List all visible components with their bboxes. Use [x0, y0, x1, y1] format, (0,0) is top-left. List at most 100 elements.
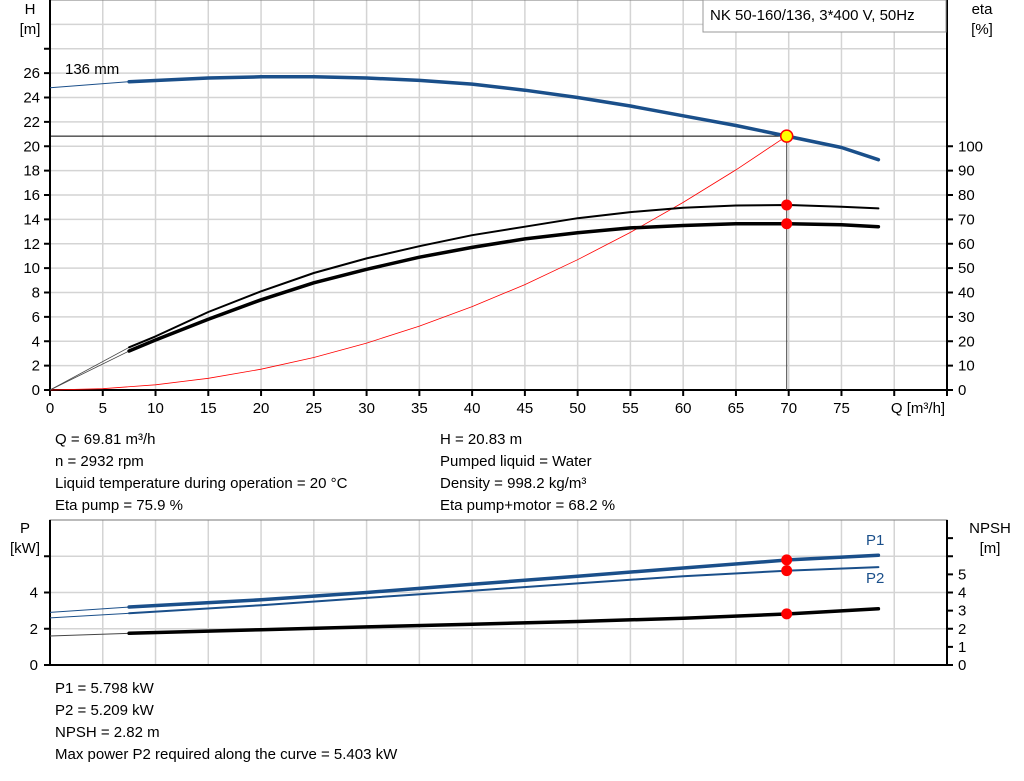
operating-point: [779, 129, 794, 143]
y-tick-label: 24: [23, 90, 40, 107]
y2-tick-label: 0: [958, 382, 966, 399]
info-temperature: Liquid temperature during operation = 20…: [55, 475, 348, 492]
info-top-left: Q = 69.81 m³/h n = 2932 rpm Liquid tempe…: [55, 429, 347, 517]
y2-tick-label: 30: [958, 309, 975, 326]
eta-pump-motor-curve: [127, 222, 881, 353]
x-tick-label: 25: [305, 400, 322, 417]
head-curve: [127, 75, 881, 162]
p2-curve-extension: [49, 612, 130, 619]
x-tick-label: 50: [569, 400, 586, 417]
info-bottom: P1 = 5.798 kW P2 = 5.209 kW NPSH = 2.82 …: [55, 678, 397, 766]
info-eta-pump-motor: Eta pump+motor = 68.2 %: [440, 497, 616, 514]
y-tick-label: 2: [30, 621, 38, 638]
y2-tick-label: 3: [958, 603, 966, 620]
npsh-point: [781, 608, 793, 620]
y2-tick-label: 5: [958, 566, 966, 583]
info-density: Density = 998.2 kg/m³: [440, 475, 587, 492]
x-tick-label: 30: [358, 400, 375, 417]
impeller-annotation: 136 mm: [65, 61, 119, 78]
p2-point: [781, 565, 793, 577]
y-tick-label: 18: [23, 163, 40, 180]
p1-label: P1: [866, 532, 884, 549]
y-tick-label: 4: [32, 333, 40, 350]
x-tick-label: 5: [99, 400, 107, 417]
y2-tick-label: 90: [958, 163, 975, 180]
y-tick-label: 12: [23, 236, 40, 253]
eta-pump-curve: [128, 204, 880, 349]
y2-tick-label: 60: [958, 236, 975, 253]
x-tick-label: 40: [464, 400, 481, 417]
info-top-right: H = 20.83 m Pumped liquid = Water Densit…: [440, 429, 615, 517]
y-tick-label: 8: [32, 285, 40, 302]
y-tick-label: 6: [32, 309, 40, 326]
y-tick-label: 16: [23, 187, 40, 204]
y-tick-label: 26: [23, 65, 40, 82]
x-tick-label: 60: [675, 400, 692, 417]
x-tick-label: 20: [253, 400, 270, 417]
info-max-power: Max power P2 required along the curve = …: [55, 746, 398, 763]
x-tick-label: 45: [517, 400, 534, 417]
head-curve-extension: [49, 81, 130, 89]
info-liquid: Pumped liquid = Water: [440, 453, 592, 470]
y2-axis-label: NPSH: [969, 520, 1011, 537]
eta-pump-curve-extension: [49, 346, 130, 391]
x-tick-label: 70: [780, 400, 797, 417]
y-axis-label: P: [20, 520, 30, 537]
y2-tick-label: 4: [958, 585, 966, 602]
y2-tick-label: 20: [958, 333, 975, 350]
y-tick-label: 4: [30, 585, 38, 602]
p2-label: P2: [866, 570, 884, 587]
p1-curve-extension: [49, 606, 130, 613]
y-tick-label: 0: [32, 382, 40, 399]
npsh-curve: [127, 607, 881, 636]
y2-axis-label: [%]: [971, 21, 993, 38]
x-axis-label: Q [m³/h]: [891, 400, 945, 417]
y2-tick-label: 50: [958, 260, 975, 277]
y2-tick-label: 100: [958, 138, 983, 155]
y2-tick-label: 10: [958, 358, 975, 375]
y-tick-label: 10: [23, 260, 40, 277]
x-tick-label: 55: [622, 400, 639, 417]
y-tick-label: 2: [32, 358, 40, 375]
title-box: [702, 0, 947, 33]
p2-curve: [128, 566, 880, 615]
x-tick-label: 35: [411, 400, 428, 417]
eta-pump-point: [781, 199, 793, 211]
chart-title: NK 50-160/136, 3*400 V, 50Hz: [710, 7, 915, 24]
y2-tick-label: 40: [958, 285, 975, 302]
y2-tick-label: 70: [958, 211, 975, 228]
y-tick-label: 14: [23, 211, 40, 228]
info-eta-pump: Eta pump = 75.9 %: [55, 497, 183, 514]
x-tick-label: 65: [728, 400, 745, 417]
p1-curve: [127, 553, 881, 609]
y2-tick-label: 2: [958, 621, 966, 638]
x-tick-label: 0: [46, 400, 54, 417]
x-tick-label: 15: [200, 400, 217, 417]
system-curve: [49, 135, 787, 391]
x-tick-label: 75: [833, 400, 850, 417]
info-head: H = 20.83 m: [440, 431, 523, 448]
y2-tick-label: 0: [958, 657, 966, 674]
y-tick-label: 20: [23, 138, 40, 155]
y-axis-label: [kW]: [10, 540, 40, 557]
y-tick-label: 0: [30, 657, 38, 674]
y-axis-label: [m]: [20, 21, 41, 38]
y2-axis-label: [m]: [980, 540, 1001, 557]
eta-pump-motor-curve-extension: [49, 350, 130, 391]
y2-tick-label: 1: [958, 639, 966, 656]
info-npsh: NPSH = 2.82 m: [55, 724, 160, 741]
eta-pump-motor-point: [781, 218, 793, 230]
info-flow: Q = 69.81 m³/h: [55, 431, 156, 448]
y2-axis-label: eta: [972, 1, 994, 18]
p1-point: [781, 554, 793, 566]
info-p2: P2 = 5.209 kW: [55, 702, 154, 719]
y-tick-label: 22: [23, 114, 40, 131]
info-speed: n = 2932 rpm: [55, 453, 144, 470]
y2-tick-label: 80: [958, 187, 975, 204]
y-axis-label: H: [25, 1, 36, 18]
x-tick-label: 10: [147, 400, 164, 417]
info-p1: P1 = 5.798 kW: [55, 680, 154, 697]
npsh-curve-extension: [49, 632, 130, 637]
